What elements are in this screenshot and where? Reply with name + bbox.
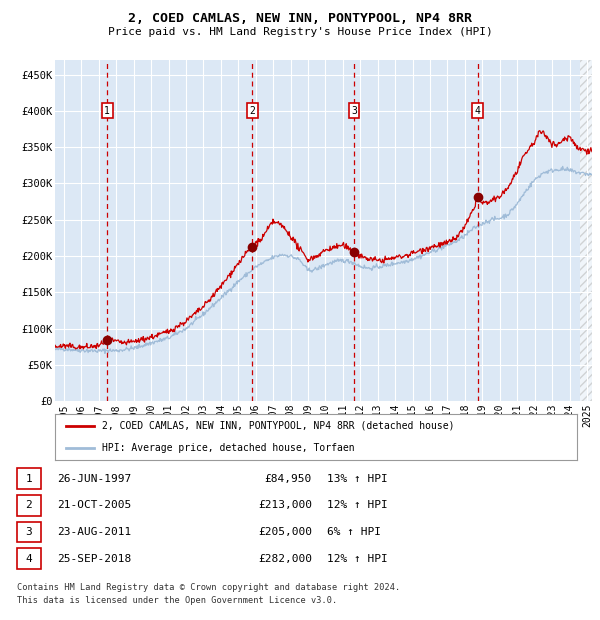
Text: 3: 3 [25, 527, 32, 537]
Text: £84,950: £84,950 [265, 474, 312, 484]
Text: £213,000: £213,000 [258, 500, 312, 510]
Text: 21-OCT-2005: 21-OCT-2005 [57, 500, 131, 510]
Text: 2: 2 [249, 106, 255, 116]
Text: 26-JUN-1997: 26-JUN-1997 [57, 474, 131, 484]
Text: 23-AUG-2011: 23-AUG-2011 [57, 527, 131, 537]
Text: 2, COED CAMLAS, NEW INN, PONTYPOOL, NP4 8RR (detached house): 2, COED CAMLAS, NEW INN, PONTYPOOL, NP4 … [102, 420, 455, 431]
Text: 6% ↑ HPI: 6% ↑ HPI [327, 527, 381, 537]
Text: 12% ↑ HPI: 12% ↑ HPI [327, 554, 388, 564]
Text: £282,000: £282,000 [258, 554, 312, 564]
Text: 4: 4 [475, 106, 481, 116]
Text: 2, COED CAMLAS, NEW INN, PONTYPOOL, NP4 8RR: 2, COED CAMLAS, NEW INN, PONTYPOOL, NP4 … [128, 12, 472, 25]
Text: Contains HM Land Registry data © Crown copyright and database right 2024.: Contains HM Land Registry data © Crown c… [17, 583, 400, 592]
Text: 25-SEP-2018: 25-SEP-2018 [57, 554, 131, 564]
Text: Price paid vs. HM Land Registry's House Price Index (HPI): Price paid vs. HM Land Registry's House … [107, 27, 493, 37]
Text: HPI: Average price, detached house, Torfaen: HPI: Average price, detached house, Torf… [102, 443, 355, 453]
Text: 12% ↑ HPI: 12% ↑ HPI [327, 500, 388, 510]
Text: 1: 1 [104, 106, 110, 116]
Text: 2: 2 [25, 500, 32, 510]
Text: 13% ↑ HPI: 13% ↑ HPI [327, 474, 388, 484]
Text: 3: 3 [351, 106, 357, 116]
Text: This data is licensed under the Open Government Licence v3.0.: This data is licensed under the Open Gov… [17, 596, 337, 606]
Text: £205,000: £205,000 [258, 527, 312, 537]
Text: 1: 1 [25, 474, 32, 484]
Text: 4: 4 [25, 554, 32, 564]
